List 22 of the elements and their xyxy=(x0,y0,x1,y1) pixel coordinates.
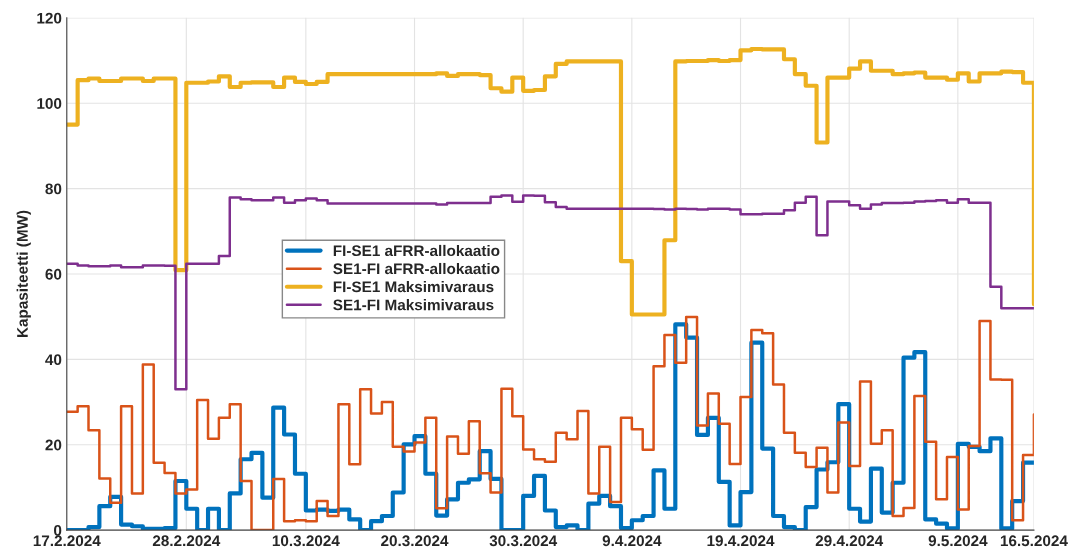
x-tick-label: 9.4.2024 xyxy=(602,535,662,547)
legend-label: FI-SE1 aFRR-allokaatio xyxy=(333,244,500,257)
legend-label: SE1-FI Maksimivaraus xyxy=(333,299,494,311)
x-tick-label: 16.5.2024 xyxy=(1000,535,1068,547)
y-tick-label: 60 xyxy=(45,268,62,280)
x-tick-label: 29.4.2024 xyxy=(815,535,884,547)
x-tick-label: 10.3.2024 xyxy=(272,535,340,547)
y-tick-label: 40 xyxy=(45,354,62,366)
x-tick-label: 28.2.2024 xyxy=(152,535,221,547)
x-tick-label: 9.5.2024 xyxy=(928,535,988,547)
y-axis-title: Kapasiteetti (MW) xyxy=(16,210,31,338)
legend-label: SE1-FI aFRR-allokaatio xyxy=(333,262,500,275)
y-tick-label: 100 xyxy=(37,98,62,109)
x-tick-label: 17.2.2024 xyxy=(33,535,101,547)
legend-label: FI-SE1 Maksimivaraus xyxy=(333,281,494,293)
x-tick-label: 30.3.2024 xyxy=(489,535,558,547)
y-tick-label: 20 xyxy=(45,439,62,451)
x-tick-label: 19.4.2024 xyxy=(707,535,775,547)
x-tick-label: 20.3.2024 xyxy=(381,535,449,547)
y-tick-label: 120 xyxy=(37,12,62,24)
y-tick-label: 80 xyxy=(45,183,62,195)
y-tick-label: 0 xyxy=(54,524,62,536)
